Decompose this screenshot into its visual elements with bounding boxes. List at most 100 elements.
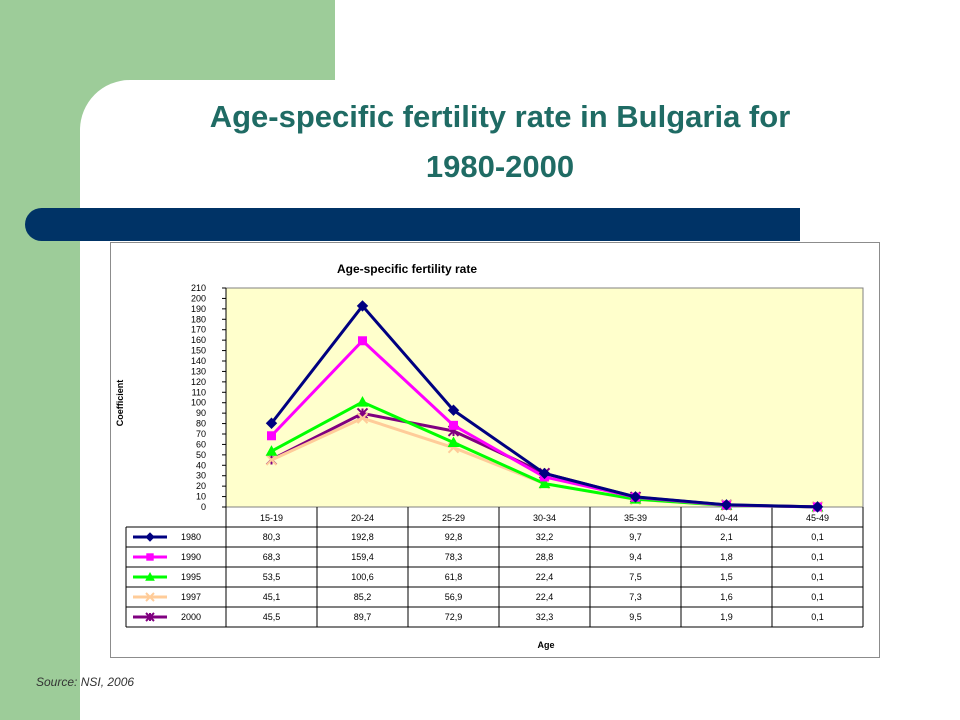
series-point-1980 [447,404,460,416]
chart-title: Age-specific fertility rate [337,262,477,276]
data-label-2000: 0,1 [811,612,824,622]
y-tick-label: 10 [196,492,206,502]
category-label: 30-34 [533,513,556,523]
data-label-1995: 53,5 [263,572,281,582]
category-label: 20-24 [351,513,374,523]
data-label-2000: 89,7 [354,612,372,622]
data-label-1997: 56,9 [445,592,463,602]
y-tick-label: 160 [191,335,206,345]
legend-marker-1997 [145,592,155,602]
fertility-chart: Age-specific fertility rate 0102030405060… [115,262,864,650]
y-axis-label: Coefficient [115,380,125,427]
data-label-1980: 9,7 [629,532,642,542]
slide-title-line-2: 1980-2000 [425,149,575,184]
data-label-1980: 2,1 [720,532,733,542]
category-label: 45-49 [806,513,829,523]
series-point-1995 [447,436,460,448]
series-point-1990 [449,420,458,430]
series-point-1997 [265,454,278,466]
data-label-1995: 1,5 [720,572,733,582]
y-tick-label: 90 [196,408,206,418]
legend-label-1995: 1995 [181,572,201,582]
y-tick-label: 50 [196,450,206,460]
source-note: Source: NSI, 2006 [36,675,135,689]
y-tick-label: 100 [191,398,206,408]
chart-container: Age-specific fertility rate 0 10 20 30 40 50 60… [110,242,880,658]
series-point-1980 [538,467,551,480]
legend-marker-1990 [146,553,154,561]
data-label-1980: 192,8 [351,532,374,542]
y-tick-label: 0 [201,502,206,512]
legend-marker-2000 [145,612,155,622]
series-point-1980 [720,499,733,511]
data-label-1990: 0,1 [811,552,824,562]
data-label-1997: 22,4 [536,592,554,602]
data-label-1980: 92,8 [445,532,463,542]
y-tick-label: 110 [192,387,206,397]
data-label-1997: 85,2 [354,592,372,602]
slide-title: Age-specific fertility rate in Bulgaria … [100,92,900,192]
series-point-1995 [538,477,551,489]
y-tick-label: 180 [191,314,206,324]
data-label-1997: 7,3 [629,592,642,602]
series-point-1995 [356,396,369,407]
y-tick-label: 210 [191,283,206,293]
y-tick-label: 190 [191,304,206,314]
legend-label-1990: 1990 [181,552,201,562]
category-label: 40-44 [715,513,738,523]
data-label-2000: 9,5 [629,612,642,622]
data-label-2000: 1,9 [720,612,733,622]
data-label-1980: 32,2 [536,532,554,542]
category-label: 25-29 [442,513,465,523]
data-label-1990: 68,3 [263,552,281,562]
legend-label-2000: 2000 [181,612,201,622]
y-tick-label: 80 [196,419,206,429]
data-label-2000: 72,9 [445,612,463,622]
data-label-1995: 7,5 [629,572,642,582]
data-label-1990: 9,4 [629,552,642,562]
data-label-1997: 45,1 [263,592,281,602]
y-tick-label: 70 [196,429,206,439]
decorative-title-bar [25,208,800,241]
data-label-2000: 32,3 [536,612,554,622]
series-point-1980 [811,501,824,513]
series-point-1997 [356,412,369,424]
y-tick-label: 60 [196,439,206,449]
data-label-1990: 159,4 [351,552,374,562]
data-label-1997: 0,1 [811,592,824,602]
data-label-1980: 0,1 [811,532,824,542]
y-tick-label: 30 [196,471,206,481]
series-point-1980 [265,417,278,429]
y-tick-label: 150 [191,346,206,356]
y-tick-label: 140 [191,356,206,366]
y-tick-label: 40 [196,460,206,470]
data-label-1997: 1,6 [720,592,733,602]
y-tick-label: 200 [191,293,206,303]
series-point-1980 [356,300,369,312]
category-label: 15-19 [260,513,283,523]
series-point-1995 [265,445,278,456]
legend-label-1997: 1997 [181,592,201,602]
data-label-1990: 1,8 [720,552,733,562]
data-label-1980: 80,3 [263,532,281,542]
series-point-1980 [629,491,642,503]
data-label-1990: 78,3 [445,552,463,562]
series-point-1990 [267,431,276,441]
data-label-1995: 22,4 [536,572,554,582]
data-label-1995: 100,6 [351,572,374,582]
y-tick-label: 120 [191,377,206,387]
data-label-2000: 45,5 [263,612,281,622]
data-label-1995: 61,8 [445,572,463,582]
slide-title-line-1: Age-specific fertility rate in Bulgaria … [209,99,791,134]
legend-marker-1995 [145,571,155,581]
y-tick-label: 20 [196,481,206,491]
category-label: 35-39 [624,513,647,523]
legend-marker-1980 [145,532,155,542]
legend-label-1980: 1980 [181,532,201,542]
x-axis-label: Age [537,640,554,650]
series-point-1990 [358,336,367,346]
data-label-1995: 0,1 [811,572,824,582]
data-label-1990: 28,8 [536,552,554,562]
y-tick-label: 170 [191,325,206,335]
y-tick-label: 130 [191,366,206,376]
